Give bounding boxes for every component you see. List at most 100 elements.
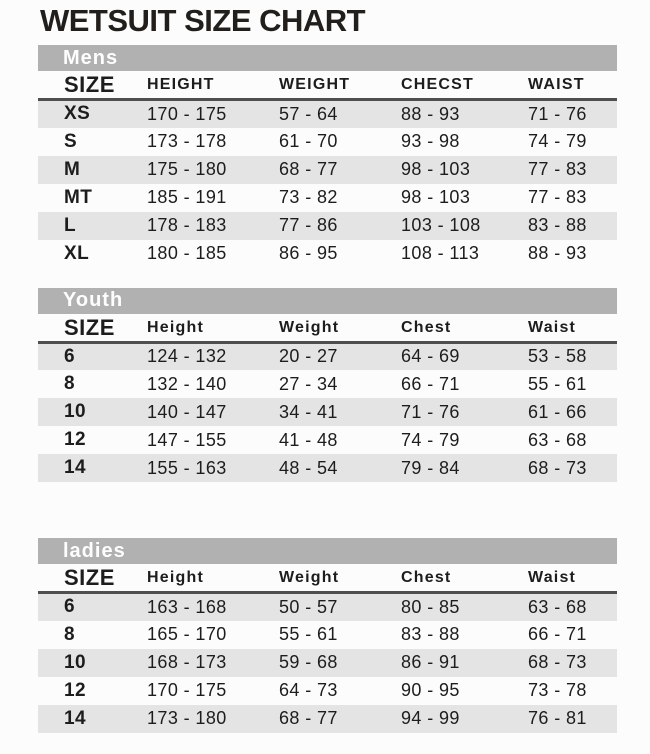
table-body: XS 170 - 175 57 - 64 88 - 93 71 - 76 S 173 - 1… (38, 99, 617, 268)
section-header-youth: Youth (38, 287, 617, 314)
value-cell: 61 - 66 (528, 401, 587, 422)
value-cell: 76 - 81 (528, 708, 587, 728)
size-table-ladies: ladies SIZE Height Weight Chest Waist 6 163 - 1… (38, 538, 617, 733)
value-cell: 83 - 88 (401, 624, 460, 644)
value-cell: 175 - 180 (147, 159, 227, 179)
column-header-size: SIZE (38, 72, 140, 101)
size-cell: 12 (64, 429, 86, 450)
table-body: 6 163 - 168 50 - 57 80 - 85 63 - 68 8 165 - 17… (38, 592, 617, 733)
value-cell: 173 - 180 (147, 708, 227, 728)
section-label-mens: Mens (63, 46, 119, 69)
value-cell: 20 - 27 (279, 346, 338, 367)
header-row: SIZE Height Weight Chest Waist (38, 314, 617, 344)
table-head: SIZE Height Weight Chest Waist (38, 565, 617, 594)
value-cell: 98 - 103 (401, 187, 471, 207)
column-header-height: Height (140, 314, 272, 344)
value-cell: 180 - 185 (147, 243, 227, 263)
value-cell: 79 - 84 (401, 457, 460, 478)
value-cell: 90 - 95 (401, 680, 460, 700)
data-table-mens: SIZE HEIGHT WEIGHT CHECST WAIST XS 170 - 175 57… (38, 72, 617, 268)
table-row: XS 170 - 175 57 - 64 88 - 93 71 - 76 (38, 99, 617, 128)
column-header-weight: Weight (272, 314, 394, 344)
value-cell: 71 - 76 (528, 103, 587, 124)
table-row: 10 168 - 173 59 - 68 86 - 91 68 - 73 (38, 648, 617, 677)
size-cell: M (64, 158, 81, 180)
table-head: SIZE Height Weight Chest Waist (38, 314, 617, 344)
table-row: M 175 - 180 68 - 77 98 - 103 77 - 83 (38, 155, 617, 184)
value-cell: 59 - 68 (279, 652, 338, 672)
value-cell: 66 - 71 (401, 373, 460, 394)
table-row: 14 155 - 163 48 - 54 79 - 84 68 - 73 (38, 454, 617, 482)
table-row: L 178 - 183 77 - 86 103 - 108 83 - 88 (38, 211, 617, 240)
value-cell: 48 - 54 (279, 457, 338, 478)
value-cell: 170 - 175 (147, 103, 227, 124)
value-cell: 77 - 86 (279, 215, 338, 235)
value-cell: 77 - 83 (528, 187, 587, 207)
column-header-waist: WAIST (514, 72, 617, 101)
size-cell: 8 (64, 373, 75, 394)
value-cell: 108 - 113 (401, 243, 480, 263)
value-cell: 94 - 99 (401, 708, 460, 728)
value-cell: 83 - 88 (528, 215, 587, 235)
table-row: XL 180 - 185 86 - 95 108 - 113 88 - 93 (38, 240, 617, 268)
data-table-youth: SIZE Height Weight Chest Waist 6 124 - 132 20 -… (38, 314, 617, 482)
value-cell: 178 - 183 (147, 215, 227, 235)
column-header-weight: WEIGHT (272, 72, 394, 101)
column-header-chest: Chest (394, 314, 514, 344)
section-header-ladies: ladies (38, 538, 617, 564)
table-row: 12 147 - 155 41 - 48 74 - 79 63 - 68 (38, 426, 617, 454)
table-row: 12 170 - 175 64 - 73 90 - 95 73 - 78 (38, 677, 617, 705)
value-cell: 86 - 91 (401, 652, 460, 672)
page-title: WETSUIT SIZE CHART (40, 3, 366, 38)
section-label-youth: Youth (63, 289, 124, 311)
table-row: 14 173 - 180 68 - 77 94 - 99 76 - 81 (38, 704, 617, 733)
table-row: 8 165 - 170 55 - 61 83 - 88 66 - 71 (38, 621, 617, 649)
value-cell: 173 - 178 (147, 131, 227, 151)
value-cell: 74 - 79 (528, 131, 587, 151)
value-cell: 63 - 68 (528, 596, 587, 617)
value-cell: 68 - 77 (279, 708, 338, 728)
value-cell: 55 - 61 (528, 373, 587, 394)
size-cell: S (64, 130, 78, 152)
value-cell: 147 - 155 (147, 429, 227, 450)
section-header-mens: Mens (38, 45, 617, 71)
value-cell: 73 - 82 (279, 187, 338, 207)
value-cell: 124 - 132 (147, 346, 227, 367)
size-table-mens: Mens SIZE HEIGHT WEIGHT CHECST WAIST XS 170 - 1… (38, 45, 617, 268)
value-cell: 73 - 78 (528, 680, 587, 700)
value-cell: 64 - 69 (401, 346, 460, 367)
value-cell: 88 - 93 (528, 243, 587, 263)
column-header-size: SIZE (38, 565, 140, 594)
value-cell: 168 - 173 (147, 652, 227, 672)
value-cell: 55 - 61 (279, 624, 338, 644)
size-cell: 6 (64, 345, 75, 367)
size-cell: MT (64, 186, 93, 208)
column-header-waist: Waist (514, 314, 617, 344)
size-cell: XS (64, 103, 91, 125)
tables-root: Mens SIZE HEIGHT WEIGHT CHECST WAIST XS 170 - 1… (38, 45, 617, 733)
size-cell: L (64, 214, 77, 236)
column-header-size: SIZE (38, 314, 140, 344)
column-header-height: Height (140, 565, 272, 594)
value-cell: 68 - 73 (528, 652, 587, 672)
size-cell: 14 (64, 457, 86, 478)
table-head: SIZE HEIGHT WEIGHT CHECST WAIST (38, 72, 617, 101)
value-cell: 185 - 191 (147, 187, 227, 207)
column-header-weight: Weight (272, 565, 394, 594)
value-cell: 66 - 71 (528, 624, 587, 644)
value-cell: 34 - 41 (279, 401, 338, 422)
section-label-ladies: ladies (63, 539, 126, 562)
column-header-checst: CHECST (394, 72, 514, 101)
table-row: MT 185 - 191 73 - 82 98 - 103 77 - 83 (38, 184, 617, 212)
size-cell: 10 (64, 651, 86, 673)
size-cell: 14 (64, 707, 86, 729)
size-table-youth: Youth SIZE Height Weight Chest Waist 6 124 - 13… (38, 287, 617, 482)
value-cell: 93 - 98 (401, 131, 460, 151)
value-cell: 71 - 76 (401, 401, 460, 422)
table-body: 6 124 - 132 20 - 27 64 - 69 53 - 58 8 132 - 14… (38, 342, 617, 482)
value-cell: 74 - 79 (401, 429, 460, 450)
header-row: SIZE HEIGHT WEIGHT CHECST WAIST (38, 72, 617, 101)
value-cell: 140 - 147 (147, 401, 227, 422)
size-cell: 12 (64, 679, 86, 701)
size-cell: XL (64, 242, 90, 264)
